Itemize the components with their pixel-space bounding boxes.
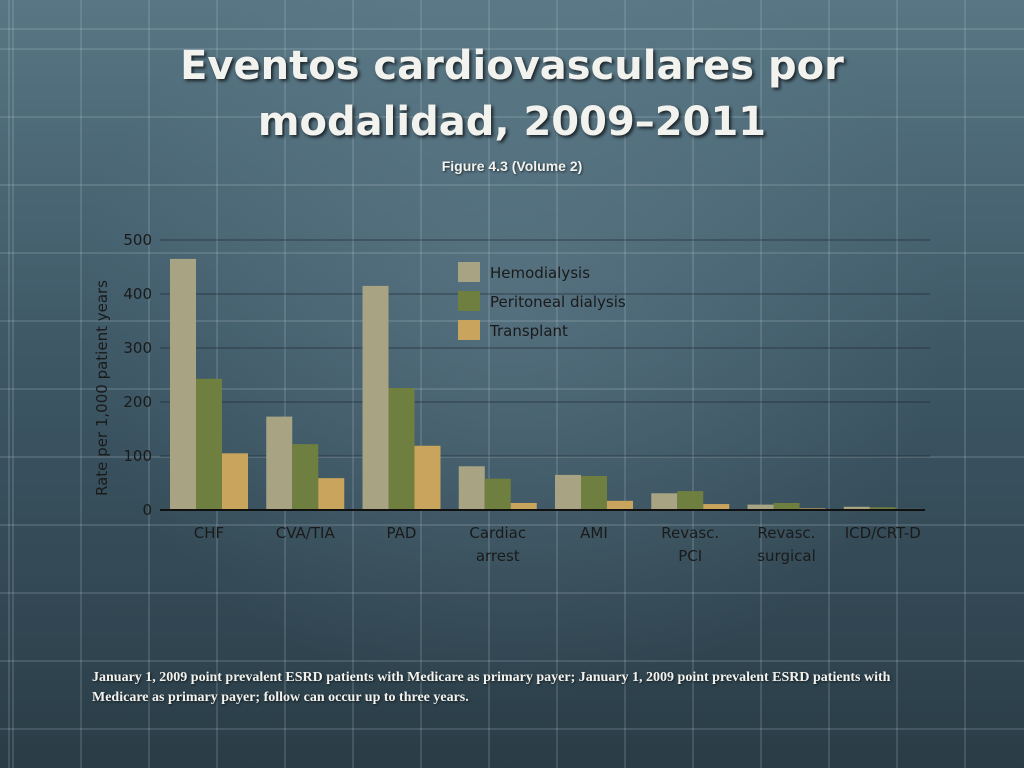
bar-hemodialysis [266,416,293,510]
x-tick-label: Cardiac [469,524,526,542]
bar-hemodialysis [651,493,678,510]
footnote: January 1, 2009 point prevalent ESRD pat… [92,670,891,705]
x-tick-label: CHF [194,524,224,542]
figure-subtitle: Figure 4.3 (Volume 2) [441,158,583,174]
bar-peritoneal-dialysis [581,475,607,510]
legend-label: Peritoneal dialysis [490,293,626,311]
bar-transplant [510,502,537,510]
x-tick-label: AMI [580,524,608,542]
x-tick-label: Revasc. [661,524,719,542]
y-tick-label: 500 [123,231,152,249]
bar-hemodialysis [747,504,774,510]
x-tick-label: ICD/CRT-D [845,524,921,542]
bar-peritoneal-dialysis [869,507,896,510]
legend-label: Transplant [489,322,568,340]
bar-transplant [414,445,441,510]
legend-swatch [458,320,480,340]
bar-transplant [318,478,345,510]
bar-hemodialysis [458,466,485,510]
bar-peritoneal-dialysis [196,378,222,510]
x-tick-label: PAD [387,524,417,542]
bar-peritoneal-dialysis [388,387,415,510]
legend-swatch [458,291,480,311]
bar-transplant [703,504,730,510]
slide-title-line-1: Eventos cardiovasculares por [180,43,844,89]
y-tick-label: 0 [142,501,152,519]
x-tick-label: PCI [678,547,702,565]
x-tick-label: Revasc. [758,524,816,542]
x-tick-label: arrest [476,547,520,565]
bar-transplant [222,453,248,510]
legend-label: Hemodialysis [490,264,590,282]
legend-swatch [458,262,480,282]
x-tick-label: surgical [757,547,816,565]
slide-title: Eventos cardiovasculares por modalidad, … [0,38,1024,150]
y-tick-label: 400 [123,285,152,303]
bar-hemodialysis [555,474,581,510]
x-tick-label: CVA/TIA [276,524,336,542]
bar-hemodialysis [843,506,870,510]
slide-title-line-2: modalidad, 2009–2011 [257,99,767,145]
bar-hemodialysis [170,258,196,510]
bar-peritoneal-dialysis [677,491,704,510]
bar-hemodialysis [362,285,389,510]
y-axis-title: Rate per 1,000 patient years [93,280,111,496]
y-tick-label: 100 [123,447,152,465]
bar-peritoneal-dialysis [292,444,319,510]
y-tick-label: 200 [123,393,152,411]
bar-transplant [607,500,633,510]
y-tick-label: 300 [123,339,152,357]
bar-peritoneal-dialysis [773,502,800,510]
bar-peritoneal-dialysis [484,478,511,510]
